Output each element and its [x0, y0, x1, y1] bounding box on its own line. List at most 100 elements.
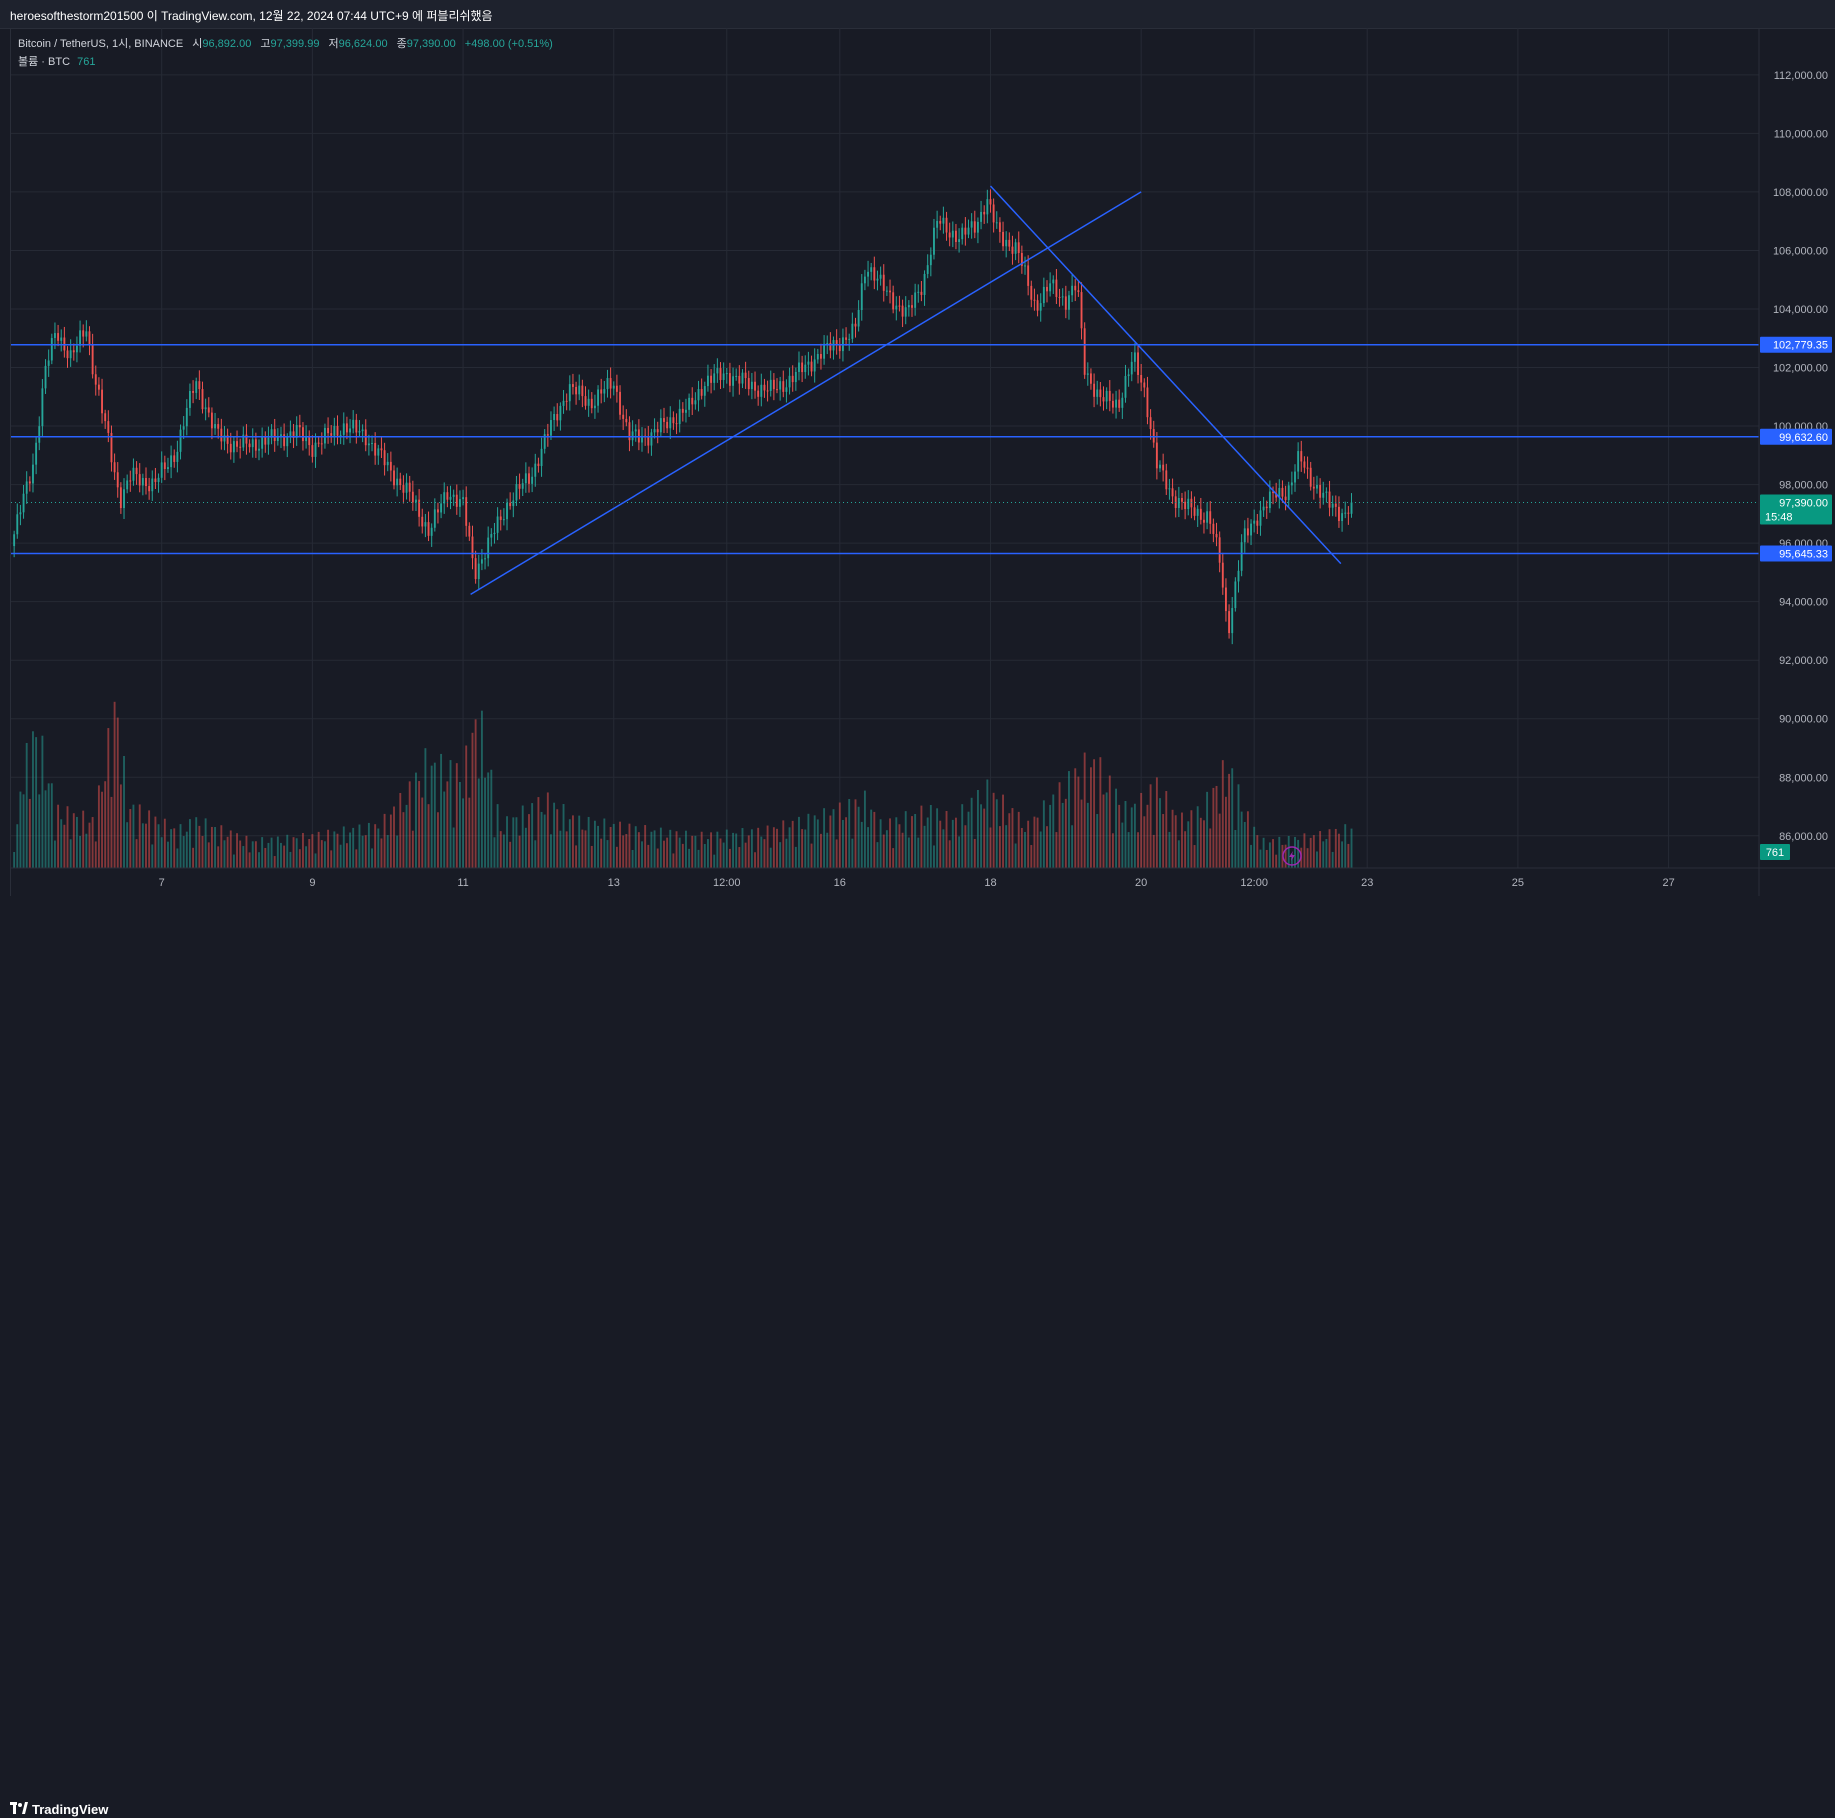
candle-body	[60, 337, 63, 341]
candle-body	[936, 220, 939, 228]
candle-body	[314, 442, 317, 457]
candle-body	[851, 323, 854, 339]
candle	[722, 362, 725, 389]
candle	[151, 470, 154, 502]
volume-bar	[1212, 787, 1215, 868]
volume-label[interactable]: 볼륨 · BTC	[18, 56, 71, 68]
volume-bar	[424, 748, 427, 868]
candle	[575, 381, 578, 405]
candle-body	[116, 472, 119, 488]
time-tick-label: 13	[608, 877, 620, 889]
candle	[933, 218, 935, 260]
volume-bar	[1115, 788, 1117, 868]
level-tag	[1760, 545, 1832, 562]
bar-countdown: 15:48	[1765, 511, 1793, 523]
candle-body	[330, 433, 333, 436]
volume-bar	[989, 827, 992, 868]
price-tick-label: 94,000.00	[1779, 597, 1828, 609]
symbol-name[interactable]: Bitcoin / TetherUS, 1시, BINANCE	[18, 38, 184, 50]
candle-body	[54, 333, 56, 339]
candle	[785, 379, 788, 403]
candle	[1206, 502, 1209, 530]
volume-bar	[487, 772, 490, 868]
candle	[242, 426, 245, 451]
candle	[647, 425, 650, 454]
candle	[50, 333, 53, 365]
candle-body	[320, 443, 323, 445]
candle-body	[1055, 279, 1058, 297]
candle-body	[339, 434, 342, 436]
price-chart[interactable]: 86,000.00 88,000.00 90,000.00 92,000.00 94,0…	[11, 28, 1835, 896]
candle-body	[1162, 464, 1165, 471]
candle-body	[226, 435, 229, 444]
volume-bar	[1159, 798, 1161, 868]
chart-pane[interactable]: 86,000.00 88,000.00 90,000.00 92,000.00 94,0…	[10, 28, 1835, 896]
tradingview-logo-icon	[10, 1802, 28, 1814]
candle-body	[659, 418, 662, 433]
candle-body	[1240, 542, 1243, 571]
candle	[1259, 500, 1262, 536]
volume-bar	[625, 834, 628, 868]
volume-bar	[126, 822, 129, 868]
candle-body	[553, 414, 556, 421]
candle	[66, 346, 69, 368]
candle	[863, 269, 866, 291]
candle	[116, 462, 119, 498]
candle	[1181, 492, 1183, 510]
candle	[443, 482, 446, 514]
candle-body	[798, 362, 800, 372]
candle	[1090, 368, 1092, 390]
candle-body	[622, 414, 625, 419]
volume-bar	[801, 829, 804, 868]
candle	[477, 554, 480, 590]
candle	[176, 440, 179, 473]
volume-bar	[19, 791, 22, 868]
candle	[1350, 493, 1353, 518]
candle	[355, 413, 358, 444]
volume-bar	[226, 836, 229, 868]
candle	[625, 409, 628, 427]
volume-bar	[477, 778, 480, 868]
candle	[820, 343, 822, 370]
candle	[198, 370, 201, 400]
candle	[719, 362, 722, 389]
candle-body	[399, 478, 402, 486]
candle	[835, 329, 838, 355]
candle	[79, 320, 82, 353]
candle-body	[223, 435, 226, 442]
candle	[534, 453, 537, 487]
volume-bar	[1331, 851, 1334, 868]
candle	[261, 427, 264, 458]
candle	[1246, 517, 1249, 543]
candle	[342, 412, 345, 445]
volume-bar	[697, 849, 700, 868]
volume-bar	[88, 822, 91, 868]
volume-bar	[1228, 773, 1231, 868]
volume-bar	[254, 841, 257, 868]
candle	[138, 463, 141, 493]
candle-body	[534, 463, 537, 477]
candle	[499, 509, 502, 531]
candle-body	[760, 384, 763, 397]
volume-bar	[641, 841, 643, 868]
volume-bar	[782, 820, 785, 868]
candle-body	[458, 499, 461, 507]
volume-bar	[229, 830, 232, 868]
time-tick-label: 27	[1662, 877, 1674, 889]
candle	[750, 372, 753, 400]
candle-body	[1155, 442, 1158, 469]
replay-icon[interactable]	[1282, 846, 1302, 866]
volume-bar	[232, 854, 235, 868]
candle	[798, 351, 800, 381]
candle-body	[302, 427, 304, 442]
candle	[1253, 509, 1256, 533]
volume-bar	[976, 789, 979, 868]
volume-bar	[876, 842, 879, 868]
candle	[876, 270, 879, 291]
candle	[273, 418, 276, 452]
candle-body	[280, 434, 282, 437]
candle-body	[361, 429, 364, 432]
candle-body	[408, 482, 411, 492]
candle-body	[402, 485, 405, 493]
volume-bar	[540, 811, 543, 868]
